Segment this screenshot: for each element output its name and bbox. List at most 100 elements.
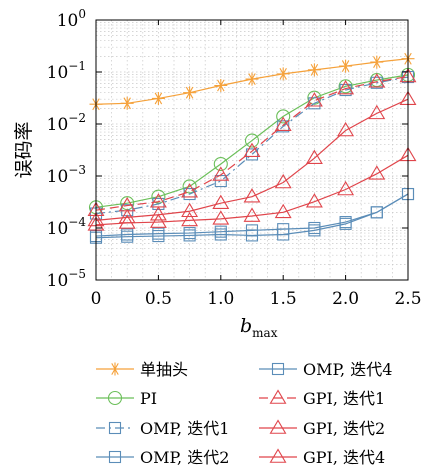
series-7 — [87, 146, 417, 231]
data-point — [339, 59, 353, 73]
y-tick-label: 10−4 — [47, 215, 87, 239]
data-point — [338, 79, 353, 94]
data-point — [308, 224, 321, 237]
x-tick-label: 2.0 — [332, 289, 359, 309]
data-point — [118, 214, 136, 229]
x-tick-label: 1.0 — [207, 289, 234, 309]
data-point — [149, 213, 167, 228]
legend-label: 单抽头 — [140, 360, 188, 379]
legend-swatch-marker — [108, 421, 122, 435]
x-tick-label: 2.5 — [394, 289, 421, 309]
data-point — [370, 55, 384, 69]
y-tick-label: 100 — [57, 7, 86, 31]
x-axis-label-main: b — [240, 315, 252, 337]
data-point — [305, 92, 323, 107]
series-line — [95, 76, 409, 215]
legend-entry: GPI, 迭代2 — [259, 419, 385, 438]
data-point — [337, 121, 355, 137]
legend-entry: GPI, 迭代4 — [259, 448, 385, 467]
data-point — [274, 173, 292, 189]
data-point — [245, 148, 259, 161]
data-point — [182, 179, 197, 194]
legend-swatch-marker — [108, 362, 122, 376]
ticks: 0 0.5 1.0 1.5 2.0 2.5 100 10−1 10−2 10−3 10−4 10−5 — [47, 7, 422, 309]
legend-swatch-marker — [108, 450, 122, 464]
series-0 — [89, 52, 415, 111]
series-line — [95, 75, 409, 211]
legend-entry: OMP, 迭代1 — [96, 419, 229, 438]
data-point — [149, 206, 167, 221]
data-point — [337, 180, 355, 196]
data-point — [181, 183, 199, 198]
legend-label: OMP, 迭代2 — [140, 448, 229, 467]
data-point — [339, 217, 352, 230]
data-point — [212, 194, 230, 209]
legend-label: OMP, 迭代4 — [303, 360, 392, 379]
x-axis-label-sub: max — [252, 326, 278, 340]
data-point — [276, 109, 291, 124]
series-6 — [87, 90, 417, 227]
series-line — [95, 98, 409, 221]
data-point — [305, 149, 323, 164]
data-point — [183, 229, 196, 242]
legend-entry: 单抽头 — [96, 360, 188, 379]
data-point — [337, 79, 355, 95]
legend-label: PI — [140, 389, 157, 408]
y-tick-label: 10−1 — [47, 59, 86, 83]
data-point — [121, 230, 134, 243]
legend-entry: OMP, 迭代2 — [96, 448, 229, 467]
data-point — [214, 79, 228, 93]
data-point — [274, 116, 292, 131]
axis-labels: bmax 误码率 — [13, 121, 278, 340]
data-point — [305, 193, 323, 208]
legend: 单抽头 PI OMP, 迭代1 OMP, 迭代2 OMP, 迭代4 GPI, 迭代1 GPI… — [96, 360, 392, 467]
series-layer — [87, 52, 417, 244]
data-point — [212, 210, 230, 225]
data-point — [274, 203, 292, 219]
series-line — [95, 193, 409, 239]
series-line — [95, 154, 409, 226]
legend-swatch-marker — [269, 419, 287, 434]
legend-swatch-marker — [269, 389, 287, 404]
data-point — [181, 202, 199, 218]
x-axis-label: bmax — [240, 315, 278, 340]
data-point — [368, 104, 386, 120]
legend-entry: GPI, 迭代1 — [259, 389, 385, 408]
data-point — [183, 86, 197, 100]
data-point — [152, 230, 165, 243]
data-point — [277, 228, 290, 241]
data-point — [244, 133, 260, 148]
x-tick-label: 0.5 — [145, 289, 172, 309]
data-point — [181, 211, 199, 227]
y-tick-label: 10−3 — [47, 163, 86, 187]
legend-entry: OMP, 迭代4 — [259, 360, 392, 379]
data-point — [243, 207, 261, 222]
data-point — [214, 228, 227, 241]
data-point — [120, 96, 134, 110]
x-tick-label: 0 — [91, 289, 102, 309]
y-tick-label: 10−2 — [47, 111, 86, 135]
legend-swatch-marker — [271, 362, 285, 376]
legend-entry: PI — [96, 389, 157, 408]
x-tick-label: 1.5 — [270, 289, 297, 309]
data-point — [307, 63, 321, 77]
plot-frame — [95, 19, 409, 281]
data-point — [151, 189, 166, 204]
legend-swatch-marker — [269, 448, 287, 463]
data-point — [245, 72, 259, 86]
data-point — [151, 91, 165, 105]
data-point — [276, 67, 290, 81]
data-point — [243, 142, 261, 157]
legend-label: GPI, 迭代4 — [303, 448, 385, 467]
data-point — [370, 206, 383, 219]
y-axis-label: 误码率 — [13, 121, 35, 178]
data-point — [212, 166, 230, 181]
legend-label: GPI, 迭代2 — [303, 419, 385, 438]
data-point — [245, 229, 259, 242]
data-point — [213, 156, 228, 172]
legend-label: OMP, 迭代1 — [140, 419, 229, 438]
data-point — [243, 188, 261, 203]
data-point — [368, 165, 386, 180]
